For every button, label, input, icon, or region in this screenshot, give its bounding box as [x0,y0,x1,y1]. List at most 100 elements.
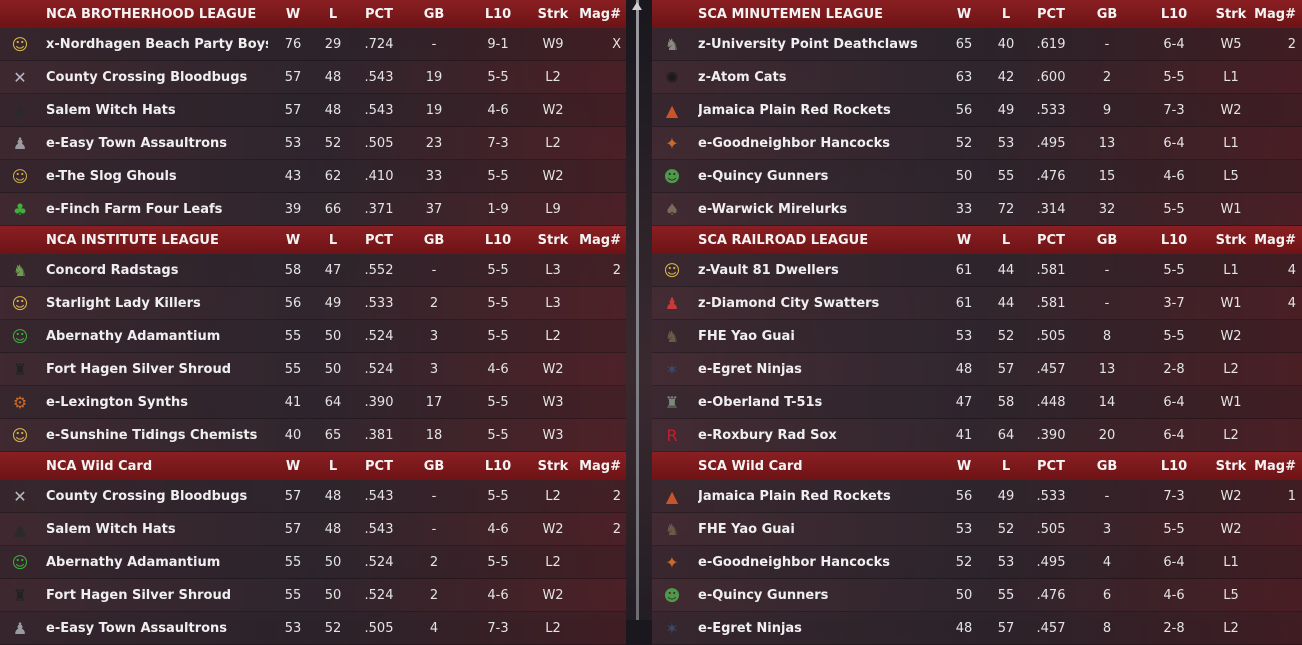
team-name-link[interactable]: e-Oberland T-51s [698,394,823,410]
table-row[interactable]: ▲ Salem Witch Hats 57 48 .543 - 4-6 W2 2 [0,513,626,546]
team-name-link[interactable]: e-Finch Farm Four Leafs [46,201,223,217]
column-header-l10[interactable]: L10 [484,6,512,22]
column-header-gb[interactable]: GB [423,6,445,22]
column-header-l10[interactable]: L10 [1160,6,1188,22]
column-header-strk[interactable]: Strk [537,6,569,22]
column-header-strk[interactable]: Strk [1215,6,1247,22]
table-row[interactable]: ♟ e-Easy Town Assaultrons 53 52 .505 23 7-3 L2 [0,127,626,160]
column-header-gb[interactable]: GB [1096,458,1118,474]
column-header-l10[interactable]: L10 [1160,458,1188,474]
table-row[interactable]: ✶ e-Egret Ninjas 48 57 .457 8 2-8 L2 [652,612,1302,645]
team-name-link[interactable]: x-Nordhagen Beach Party Boys [46,36,268,52]
column-header-mag[interactable]: Mag# [1254,458,1296,474]
team-name-link[interactable]: e-Quincy Gunners [698,168,829,184]
team-name-link[interactable]: Jamaica Plain Red Rockets [698,488,891,504]
table-row[interactable]: ♜ e-Oberland T-51s 47 58 .448 14 6-4 W1 [652,386,1302,419]
team-name-link[interactable]: County Crossing Bloodbugs [46,488,248,504]
table-row[interactable]: ☺ Abernathy Adamantium 55 50 .524 2 5-5 L2 [0,546,626,579]
column-header-pct[interactable]: PCT [1037,458,1065,474]
table-row[interactable]: ☺ z-Vault 81 Dwellers 61 44 .581 - 5-5 L1 4 [652,254,1302,287]
column-header-mag[interactable]: Mag# [579,458,621,474]
table-row[interactable]: ☻ e-Quincy Gunners 50 55 .476 6 4-6 L5 [652,579,1302,612]
column-header-strk[interactable]: Strk [1215,458,1247,474]
column-header-pct[interactable]: PCT [1037,6,1065,22]
table-row[interactable]: ♞ FHE Yao Guai 53 52 .505 8 5-5 W2 [652,320,1302,353]
team-name-link[interactable]: z-Diamond City Swatters [698,295,880,311]
column-header-gb[interactable]: GB [1096,232,1118,248]
column-header-mag[interactable]: Mag# [1254,232,1296,248]
table-row[interactable]: ☺ x-Nordhagen Beach Party Boys 76 29 .724 - 9-… [0,28,626,61]
table-row[interactable]: ▲ Jamaica Plain Red Rockets 56 49 .533 9 7-3 W2 [652,94,1302,127]
team-name-link[interactable]: Salem Witch Hats [46,102,176,118]
team-name-link[interactable]: e-Egret Ninjas [698,620,802,636]
column-header-l[interactable]: L [328,232,338,248]
team-name-link[interactable]: z-Vault 81 Dwellers [698,262,839,278]
column-header-mag[interactable]: Mag# [1254,6,1296,22]
team-name-link[interactable]: Fort Hagen Silver Shroud [46,587,232,603]
table-row[interactable]: ☺ Starlight Lady Killers 56 49 .533 2 5-5 L3 [0,287,626,320]
column-header-l10[interactable]: L10 [484,458,512,474]
team-name-link[interactable]: e-The Slog Ghouls [46,168,177,184]
table-row[interactable]: ♞ FHE Yao Guai 53 52 .505 3 5-5 W2 [652,513,1302,546]
team-name-link[interactable]: County Crossing Bloodbugs [46,69,248,85]
column-header-w[interactable]: W [956,458,972,474]
table-row[interactable]: ▲ Jamaica Plain Red Rockets 56 49 .533 - 7-3 W2… [652,480,1302,513]
column-header-l[interactable]: L [1001,6,1011,22]
team-name-link[interactable]: Abernathy Adamantium [46,328,221,344]
team-name-link[interactable]: z-University Point Deathclaws [698,36,918,52]
team-name-link[interactable]: e-Egret Ninjas [698,361,802,377]
table-row[interactable]: ♟ z-Diamond City Swatters 61 44 .581 - 3-7 W1 4 [652,287,1302,320]
column-header-l10[interactable]: L10 [484,232,512,248]
table-row[interactable]: ♜ Fort Hagen Silver Shroud 55 50 .524 3 4-6 W2 [0,353,626,386]
team-name-link[interactable]: Jamaica Plain Red Rockets [698,102,891,118]
team-name-link[interactable]: z-Atom Cats [698,69,787,85]
table-row[interactable]: ✦ e-Goodneighbor Hancocks 52 53 .495 4 6-4 L1 [652,546,1302,579]
column-header-mag[interactable]: Mag# [579,232,621,248]
column-header-w[interactable]: W [285,6,301,22]
table-row[interactable]: ♞ Concord Radstags 58 47 .552 - 5-5 L3 2 [0,254,626,287]
column-header-pct[interactable]: PCT [365,6,393,22]
table-row[interactable]: ⚙ e-Lexington Synths 41 64 .390 17 5-5 W3 [0,386,626,419]
team-name-link[interactable]: e-Warwick Mirelurks [698,201,848,217]
column-header-pct[interactable]: PCT [1037,232,1065,248]
column-header-w[interactable]: W [956,232,972,248]
table-row[interactable]: ☺ e-The Slog Ghouls 43 62 .410 33 5-5 W2 [0,160,626,193]
team-name-link[interactable]: e-Easy Town Assaultrons [46,135,228,151]
panel-scrollbar[interactable] [636,0,639,620]
team-name-link[interactable]: e-Roxbury Rad Sox [698,427,837,443]
team-name-link[interactable]: Concord Radstags [46,262,179,278]
column-header-w[interactable]: W [285,232,301,248]
table-row[interactable]: ✦ e-Goodneighbor Hancocks 52 53 .495 13 6-4 L1 [652,127,1302,160]
column-header-pct[interactable]: PCT [365,232,393,248]
team-name-link[interactable]: FHE Yao Guai [698,521,795,537]
table-row[interactable]: ☺ e-Sunshine Tidings Chemists 40 65 .381 18 5-… [0,419,626,452]
column-header-strk[interactable]: Strk [1215,232,1247,248]
team-name-link[interactable]: Abernathy Adamantium [46,554,221,570]
team-name-link[interactable]: e-Goodneighbor Hancocks [698,554,890,570]
table-row[interactable]: ✕ County Crossing Bloodbugs 57 48 .543 19 5-5 L… [0,61,626,94]
team-name-link[interactable]: e-Quincy Gunners [698,587,829,603]
team-name-link[interactable]: e-Goodneighbor Hancocks [698,135,890,151]
team-name-link[interactable]: Fort Hagen Silver Shroud [46,361,232,377]
table-row[interactable]: ▲ Salem Witch Hats 57 48 .543 19 4-6 W2 [0,94,626,127]
column-header-pct[interactable]: PCT [365,458,393,474]
team-name-link[interactable]: FHE Yao Guai [698,328,795,344]
table-row[interactable]: ✺ z-Atom Cats 63 42 .600 2 5-5 L1 [652,61,1302,94]
team-name-link[interactable]: Starlight Lady Killers [46,295,201,311]
column-header-strk[interactable]: Strk [537,458,569,474]
team-name-link[interactable]: e-Easy Town Assaultrons [46,620,228,636]
table-row[interactable]: ♞ z-University Point Deathclaws 65 40 .619 - 6… [652,28,1302,61]
column-header-l[interactable]: L [328,6,338,22]
column-header-strk[interactable]: Strk [537,232,569,248]
scroll-up-icon[interactable] [632,2,642,10]
table-row[interactable]: ✕ County Crossing Bloodbugs 57 48 .543 - 5-5 L2… [0,480,626,513]
column-header-mag[interactable]: Mag# [579,6,621,22]
column-header-w[interactable]: W [956,6,972,22]
column-header-l[interactable]: L [328,458,338,474]
table-row[interactable]: ♟ e-Easy Town Assaultrons 53 52 .505 4 7-3 L2 [0,612,626,645]
column-header-w[interactable]: W [285,458,301,474]
team-name-link[interactable]: Salem Witch Hats [46,521,176,537]
table-row[interactable]: ✶ e-Egret Ninjas 48 57 .457 13 2-8 L2 [652,353,1302,386]
column-header-gb[interactable]: GB [1096,6,1118,22]
